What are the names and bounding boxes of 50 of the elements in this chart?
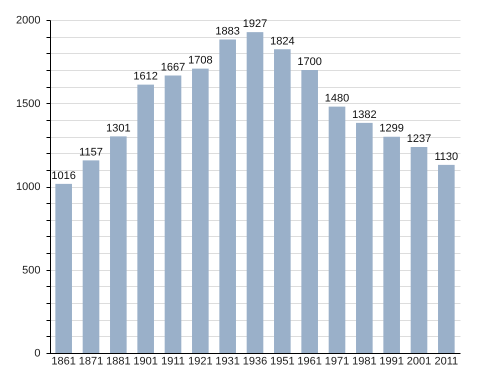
y-tick-label: 1500 <box>16 98 40 110</box>
x-tick-label: 1936 <box>242 356 268 368</box>
y-tick-label: 0 <box>34 348 40 360</box>
x-tick-label: 1911 <box>161 356 185 368</box>
x-tick-label: 1991 <box>379 356 404 368</box>
data-label: 1667 <box>160 61 186 74</box>
x-tick-label: 2011 <box>434 356 458 368</box>
data-label: 1237 <box>406 133 432 146</box>
data-label: 1480 <box>324 92 350 105</box>
data-label: 1700 <box>297 56 322 68</box>
data-label: 1382 <box>352 108 377 121</box>
x-tick-label: 1971 <box>324 356 350 368</box>
bar <box>219 39 236 353</box>
x-tick-label: 2001 <box>406 356 432 368</box>
data-label: 1927 <box>242 18 268 30</box>
bar <box>55 184 72 353</box>
bar <box>192 68 209 353</box>
bar <box>110 136 127 353</box>
data-label: 1883 <box>215 25 240 38</box>
data-label: 1708 <box>188 54 213 67</box>
bar <box>164 75 182 353</box>
bar <box>301 70 318 353</box>
x-tick-label: 1981 <box>352 356 377 368</box>
x-tick-label: 1921 <box>188 356 213 368</box>
data-label: 1157 <box>79 146 103 158</box>
bar <box>137 84 154 353</box>
y-tick-label: 1000 <box>16 181 40 193</box>
x-tick-label: 1881 <box>106 356 131 368</box>
data-label: 1301 <box>106 122 131 134</box>
data-label: 1130 <box>434 150 458 163</box>
x-tick-label: 1861 <box>51 356 76 368</box>
x-tick-label: 1871 <box>78 356 104 368</box>
y-tick-label: 500 <box>22 264 40 276</box>
bar <box>383 136 400 353</box>
bar <box>274 49 291 353</box>
bar <box>356 122 373 353</box>
data-label: 1299 <box>379 122 404 135</box>
bar <box>410 147 428 353</box>
data-label: 1612 <box>133 70 158 83</box>
bar <box>438 164 455 353</box>
x-tick-label: 1951 <box>270 356 295 368</box>
x-tick-label: 1901 <box>133 356 158 368</box>
x-tick-label: 1961 <box>297 356 322 368</box>
bar <box>246 32 264 353</box>
y-tick-label: 2000 <box>16 14 40 26</box>
data-label: 1016 <box>51 170 76 182</box>
bar <box>82 160 100 353</box>
data-label: 1824 <box>270 35 295 48</box>
x-tick-label: 1931 <box>215 356 240 368</box>
bar <box>328 106 346 353</box>
